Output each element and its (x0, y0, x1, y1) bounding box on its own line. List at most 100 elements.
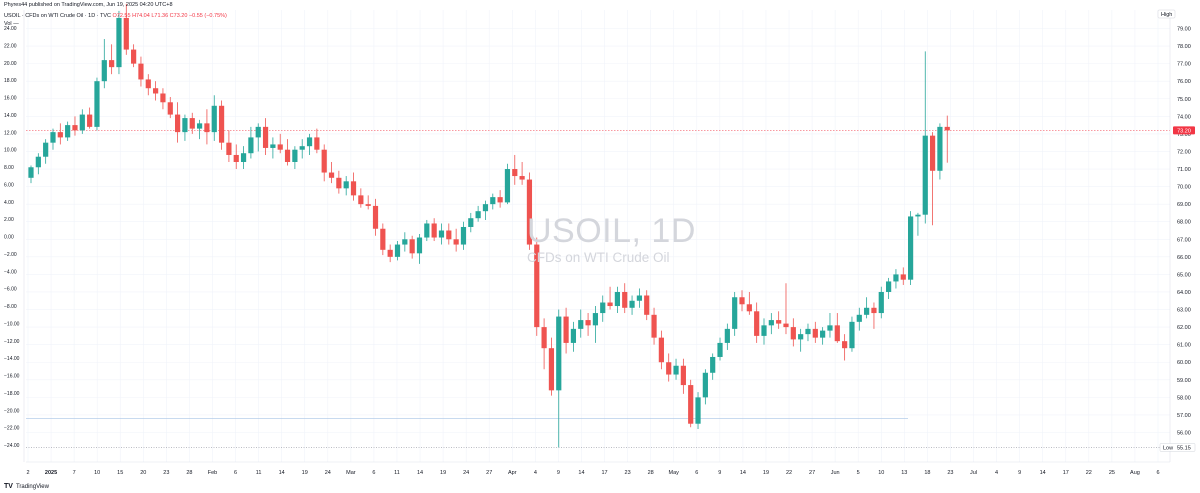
candle-down (622, 291, 628, 308)
left-tick-label: 22.00 (4, 43, 17, 49)
candle-up (915, 214, 921, 217)
candle-up (578, 320, 584, 329)
candle-up (482, 204, 489, 212)
candle-down (109, 60, 115, 68)
time-tick-label: 6 (1156, 470, 1159, 476)
time-tick-label: Jul (970, 470, 977, 476)
price-tick-label: 74.00 (1177, 114, 1191, 120)
symbol-legend[interactable]: USOIL · CFDs on WTI Crude Oil · 1D · TVC… (4, 13, 227, 19)
volume-value: — (13, 21, 19, 27)
time-axis[interactable]: 2 2025 7 10 15 20 23 28 Feb 6 11 14 19 24 Mar 6 11 14 19 24… (26, 461, 1170, 476)
candle-up (856, 314, 862, 322)
volume-label: Vol (4, 21, 12, 27)
watermark-title: USOIL, 1D (527, 212, 696, 250)
candle-up (101, 60, 107, 82)
candle-down (534, 244, 540, 328)
tradingview-logo[interactable]: TV TradingView (4, 483, 49, 490)
candle-up (50, 132, 56, 143)
candle-up (614, 291, 620, 307)
time-tick-label: 11 (256, 470, 262, 476)
candle-up (864, 307, 870, 315)
candle-up (504, 169, 511, 203)
candle-down (284, 149, 291, 162)
candle-up (43, 142, 49, 157)
publisher-line: Phyres44 published on TradingView.com, J… (4, 2, 173, 8)
high-badge-label: High (1161, 12, 1172, 18)
candle-down (87, 114, 93, 127)
candle-down (262, 126, 269, 148)
left-tick-label: −20.00 (4, 408, 20, 414)
candle-up (394, 244, 401, 257)
left-tick-label: 18.00 (4, 78, 17, 84)
candle-up (768, 320, 774, 326)
candle-up (343, 181, 349, 189)
candle-down (666, 362, 672, 375)
time-tick-label: 17 (1063, 470, 1069, 476)
watermark-subtitle: CFDs on WTI Crude Oil (527, 250, 670, 265)
reference-lines (26, 130, 1170, 448)
price-axis[interactable]: 56.00 57.00 58.00 59.00 60.00 61.00 62.00 63.00… (1169, 10, 1191, 462)
candle-down (358, 195, 364, 205)
time-tick-label: 10 (94, 470, 100, 476)
time-tick-label: Apr (508, 470, 517, 476)
symbol-title[interactable]: USOIL · CFDs on WTI Crude Oil · 1D · TVC (4, 13, 111, 19)
candle-down (204, 123, 210, 133)
volume-legend[interactable]: Vol — (4, 21, 19, 27)
candle-down (548, 348, 555, 391)
current-price-text: 73.20 (1177, 128, 1191, 134)
candle-up (798, 334, 804, 340)
candle-up (475, 211, 481, 219)
time-tick-label: 9 (1018, 470, 1021, 476)
candle-up (556, 316, 562, 391)
candle-up (886, 281, 892, 292)
candle-down (277, 144, 283, 150)
price-tick-label: 72.00 (1177, 149, 1191, 155)
price-tick-label: 64.00 (1177, 290, 1191, 296)
candle-down (842, 341, 848, 349)
left-scale-axis[interactable]: 24.00 22.00 20.00 18.00 16.00 14.00 12.00 10.00… (4, 10, 25, 462)
candle-down (871, 307, 877, 314)
price-tick-label: 69.00 (1177, 202, 1191, 208)
time-tick-label: 2025 (45, 470, 57, 476)
time-tick-label: 9 (557, 470, 560, 476)
price-markers: 73.20 Low 55.15 High (1157, 9, 1196, 452)
time-tick-label: 27 (486, 470, 492, 476)
candle-up (424, 223, 430, 238)
price-tick-label: 70.00 (1177, 185, 1191, 191)
left-tick-label: −24.00 (4, 443, 20, 449)
candle-up (299, 146, 305, 150)
time-tick-label: 17 (601, 470, 607, 476)
left-tick-label: 6.00 (4, 182, 14, 188)
candle-down (167, 102, 173, 115)
candle-down (409, 239, 415, 254)
candle-up (270, 144, 276, 148)
candle-up (255, 126, 261, 138)
time-tick-label: 19 (763, 470, 769, 476)
time-tick-label: 13 (901, 470, 907, 476)
candle-down (387, 249, 393, 257)
candle-down (160, 93, 166, 103)
candle-up (592, 313, 599, 326)
candle-down (944, 126, 950, 131)
candle-up (820, 330, 826, 338)
time-tick-label: 27 (809, 470, 815, 476)
price-tick-label: 75.00 (1177, 97, 1191, 103)
price-tick-label: 78.00 (1177, 44, 1191, 50)
candle-up (600, 302, 606, 314)
candle-down (607, 302, 613, 307)
candle-down (123, 17, 129, 50)
candle-down (57, 132, 63, 138)
candle-down (680, 365, 686, 386)
time-tick-label: 23 (163, 470, 169, 476)
time-tick-label: 25 (1109, 470, 1115, 476)
left-tick-label: 20.00 (4, 61, 17, 67)
chart-grid (26, 10, 1170, 462)
candle-down (226, 142, 232, 155)
candle-down (783, 323, 789, 328)
time-tick-label: 11 (394, 470, 400, 476)
candle-up (724, 328, 730, 343)
time-tick-label: 10 (878, 470, 884, 476)
left-tick-label: −4.00 (4, 269, 17, 275)
candle-up (292, 149, 298, 162)
